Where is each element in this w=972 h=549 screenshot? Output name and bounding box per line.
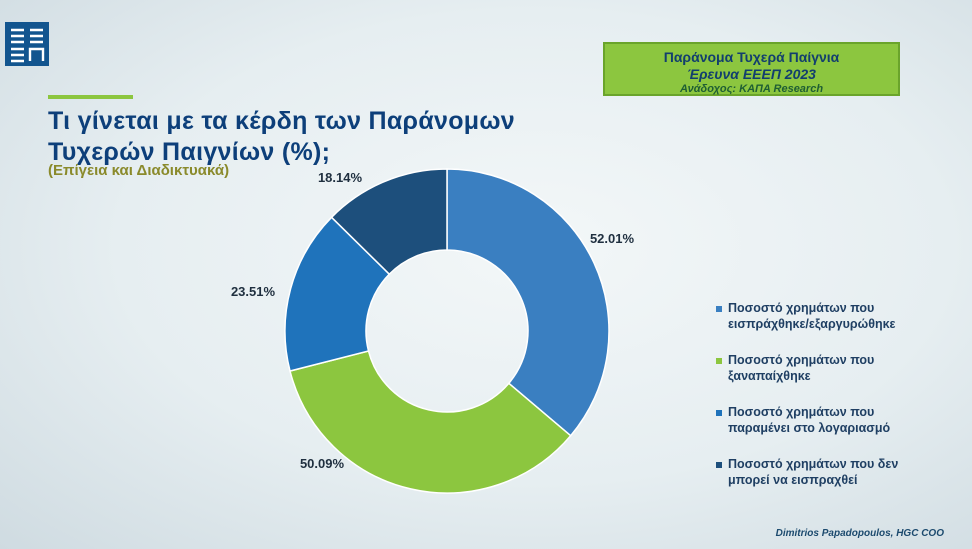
legend-label: Ποσοστό χρημάτων που δεν μπορεί να εισπρ… <box>728 457 899 487</box>
slice-value-label: 50.09% <box>300 456 345 471</box>
donut-slice <box>289 350 572 494</box>
chart-legend: Ποσοστό χρημάτων που εισπράχθηκε/εξαργυρ… <box>716 300 956 508</box>
eeep-logo <box>5 22 49 66</box>
legend-item: Ποσοστό χρημάτων που δεν μπορεί να εισπρ… <box>716 456 956 488</box>
title-accent-rule <box>48 95 133 99</box>
donut-slice <box>446 168 610 437</box>
slice-value-label: 23.51% <box>231 284 276 299</box>
legend-swatch <box>716 306 722 312</box>
legend-item: Ποσοστό χρημάτων που παραμένει στο λογαρ… <box>716 404 956 436</box>
donut-slice <box>330 168 448 276</box>
slide-title-line-2: Τυχερών Παιγνίων (%); <box>48 138 331 166</box>
survey-contractor: Ανάδοχος: ΚΑΠΑ Research <box>679 83 824 95</box>
eeep-logo-mark <box>11 28 45 63</box>
presenter-credit: Dimitrios Papadopoulos, HGC COO <box>775 528 944 539</box>
legend-swatch <box>716 410 722 416</box>
legend-label: Ποσοστό χρημάτων που παραμένει στο λογαρ… <box>728 405 891 435</box>
legend-swatch <box>716 462 722 468</box>
legend-item: Ποσοστό χρημάτων που εισπράχθηκε/εξαργυρ… <box>716 300 956 332</box>
survey-title: Παράνομα Τυχερά Παίγνια <box>663 49 840 65</box>
legend-label: Ποσοστό χρημάτων που εισπράχθηκε/εξαργυρ… <box>728 301 896 331</box>
slide-title: Τι γίνεται με τα κέρδη των Παράνομων Τυχ… <box>48 106 515 168</box>
legend-swatch <box>716 358 722 364</box>
slice-value-label: 52.01% <box>590 231 635 246</box>
legend-label: Ποσοστό χρημάτων που ξαναπαίχθηκε <box>728 353 875 383</box>
slide-subtitle: (Επίγεια και Διαδικτυακά) <box>48 162 230 179</box>
survey-info-box: Παράνομα Τυχερά Παίγνια Έρευνα ΕΕΕΠ 2023… <box>603 42 900 96</box>
survey-year: Έρευνα ΕΕΕΠ 2023 <box>687 66 816 82</box>
slice-value-label: 18.14% <box>318 170 363 185</box>
legend-item: Ποσοστό χρημάτων που ξαναπαίχθηκε <box>716 352 956 384</box>
slide-title-line-1: Τι γίνεται με τα κέρδη των Παράνομων <box>48 107 515 135</box>
